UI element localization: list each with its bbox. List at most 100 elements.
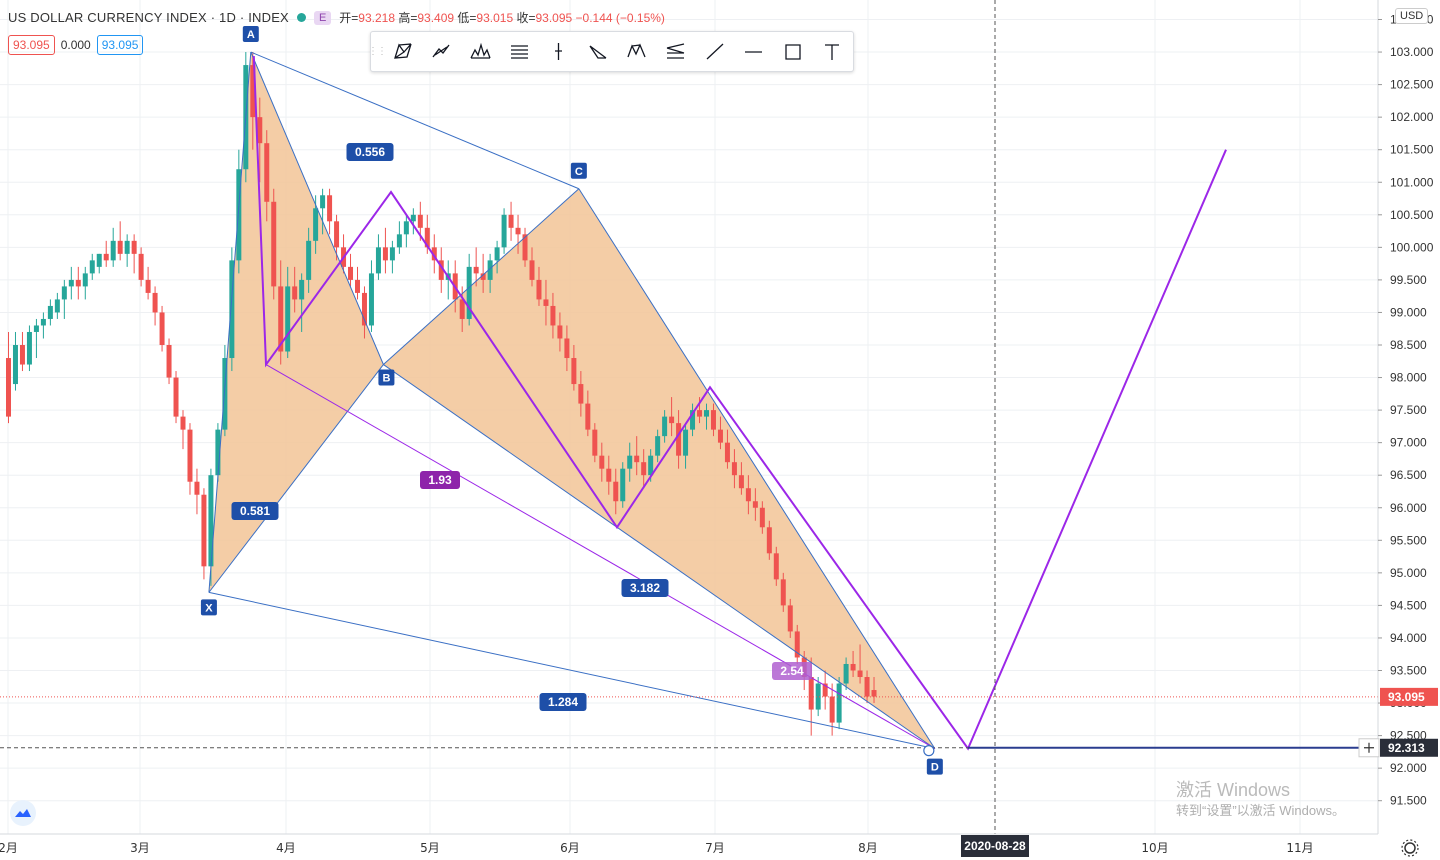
toolbar-drag-handle[interactable]: ⋮⋮	[368, 46, 387, 57]
candle	[738, 462, 744, 495]
bid-price[interactable]: 93.095	[8, 35, 55, 55]
candle	[710, 403, 716, 437]
tradingview-logo-icon[interactable]	[10, 800, 36, 826]
candle-body	[669, 416, 675, 424]
ratio-label: 1.284	[539, 693, 587, 711]
symbol-title[interactable]: US DOLLAR CURRENCY INDEX · 1D · INDEX	[8, 10, 289, 25]
candle	[187, 423, 193, 495]
candle-body	[124, 240, 130, 254]
price-tick-label: 94.000	[1390, 631, 1427, 645]
triangle-pattern-tool-button[interactable]	[539, 32, 578, 71]
head-shoulders-tool-button[interactable]	[461, 32, 500, 71]
candle-body	[606, 468, 612, 482]
candle	[194, 468, 200, 515]
candle-body	[348, 266, 354, 280]
cypher-pattern-tool-button[interactable]	[422, 32, 461, 71]
drawing-anchor-handle	[923, 745, 935, 757]
point-label-text: C	[575, 166, 583, 178]
candle-body	[33, 325, 39, 332]
ask-price[interactable]: 93.095	[96, 35, 144, 55]
elliott-impulse-tool-button[interactable]	[617, 32, 656, 71]
candle-body	[836, 683, 842, 723]
price-tick-label: 102.500	[1390, 78, 1434, 92]
last-price-tag-text: 93.095	[1388, 690, 1425, 704]
ratio-label-box	[231, 502, 279, 520]
candle-body	[557, 325, 563, 339]
candle	[103, 240, 109, 267]
candle-body	[75, 279, 81, 287]
candle-body	[26, 331, 32, 365]
candle	[96, 253, 102, 274]
pattern-line	[578, 188, 936, 749]
candle	[124, 234, 130, 267]
candle-body	[564, 338, 570, 359]
market-status-dot	[296, 13, 306, 22]
trend-line-tool-button[interactable]	[695, 32, 734, 71]
horizontal-line-tool-button[interactable]	[734, 32, 773, 71]
candle	[815, 677, 821, 717]
currency-button[interactable]: USD	[1395, 8, 1429, 24]
candle	[355, 266, 360, 300]
gear-teeth	[1401, 839, 1419, 857]
price-tick-label: 99.000	[1390, 305, 1427, 319]
price-tick-label: 93.500	[1390, 664, 1427, 678]
candle	[12, 331, 18, 391]
elliott-correction-tool-button[interactable]	[656, 32, 695, 71]
time-tick-label: 11月	[1286, 841, 1313, 855]
candle	[850, 650, 856, 678]
gear-ring	[1404, 842, 1416, 854]
three-drives-tool-button[interactable]	[578, 32, 617, 71]
candle	[110, 227, 116, 267]
candle-body	[578, 384, 584, 404]
text-tool-button[interactable]	[812, 32, 851, 71]
candle	[26, 325, 32, 372]
ratio-label: 2.54	[772, 662, 812, 680]
head-shoulders-icon	[469, 42, 491, 59]
candle-body	[19, 345, 25, 365]
candle-body	[361, 292, 367, 326]
candle-body	[201, 494, 207, 567]
point-label-box	[926, 758, 943, 775]
candle	[389, 240, 395, 274]
candle	[822, 670, 828, 710]
candle	[634, 436, 640, 476]
add-alert-button[interactable]	[1358, 738, 1380, 758]
candle	[61, 279, 67, 319]
candle-body	[459, 299, 465, 319]
candle-body	[117, 240, 123, 254]
xabcd-pattern-tool-button[interactable]	[383, 32, 422, 71]
candle	[480, 253, 486, 293]
abcd-pattern-tool-button[interactable]	[500, 32, 539, 71]
candle	[843, 657, 849, 691]
candle-body	[808, 677, 814, 710]
candle-body	[648, 455, 654, 476]
candle-body	[864, 677, 870, 697]
candle	[403, 214, 409, 248]
candle	[676, 410, 682, 469]
candle	[627, 442, 633, 482]
candle-body	[731, 462, 737, 476]
candle	[515, 214, 521, 254]
candle	[620, 462, 626, 508]
ratio-label: 0.556	[346, 143, 394, 161]
candle	[787, 598, 793, 638]
candle	[40, 312, 46, 339]
candle-body	[745, 488, 751, 502]
point-label-box	[242, 26, 259, 43]
candle-body	[159, 312, 165, 345]
price-tick-label: 97.000	[1390, 436, 1427, 450]
candle-body	[704, 410, 709, 417]
cypher-pattern-icon	[431, 44, 450, 57]
candle	[250, 52, 256, 150]
spread-value: 0.000	[60, 38, 91, 52]
candle-body	[208, 475, 214, 567]
settings-gear-icon[interactable]	[1401, 839, 1419, 857]
triangle-pattern-icon	[554, 42, 562, 60]
price-tick-label: 95.500	[1390, 533, 1427, 547]
ratio-label-text: 0.581	[240, 504, 270, 518]
price-tick-label: 101.500	[1390, 143, 1434, 157]
activation-watermark-title: 激活 Windows	[1176, 780, 1291, 800]
candle	[585, 390, 591, 437]
rectangle-tool-button[interactable]	[773, 32, 812, 71]
